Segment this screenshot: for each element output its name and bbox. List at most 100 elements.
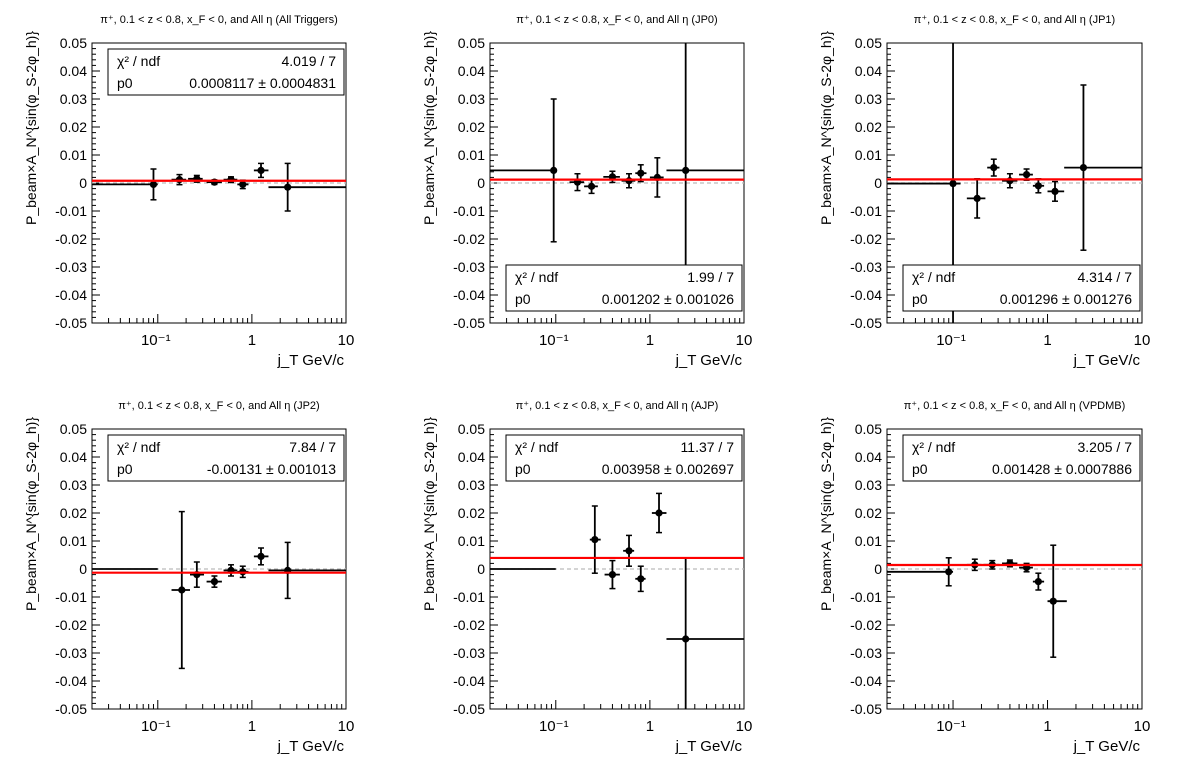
stats-value: 0.001428 ± 0.0007886 [992,461,1132,477]
y-tick-label: -0.02 [55,617,87,633]
y-tick-label: 0.03 [458,477,485,493]
y-tick-label: -0.03 [55,645,87,661]
data-point [253,547,269,566]
stats-label: χ² / ndf [515,269,558,285]
y-tick-label: -0.03 [453,259,485,275]
y-tick-label: 0.01 [458,533,485,549]
stats-box-frame [902,264,1141,312]
data-point [268,541,346,600]
x-axis-label: j_T GeV/c [1073,352,1141,369]
data-point [966,178,986,219]
y-tick-label: 0.02 [458,505,485,521]
data-point [651,492,667,534]
point-marker [625,547,633,555]
y-tick-label: -0.04 [850,287,882,303]
y-axis-label: P_beam×A_N^{sin(φ_S-2φ_h)} [818,417,834,611]
stats-value: 0.0008117 ± 0.0004831 [189,75,336,91]
data-point [569,173,585,192]
y-tick-label: -0.05 [850,701,882,717]
x-tick-label: 10⁻¹ [936,332,966,349]
y-tick-label: -0.04 [55,287,87,303]
stats-box: χ² / ndf 3.205 / 7 p0 0.001428 ± 0.0007886 [902,434,1141,482]
y-tick-label: -0.01 [55,203,87,219]
data-point [589,505,601,574]
stats-box-frame [107,434,345,482]
x-axis-label: j_T GeV/c [277,352,345,369]
point-marker [637,169,645,177]
y-tick-label: -0.04 [850,673,882,689]
stats-value: 3.205 / 7 [1078,439,1133,455]
data-point [1047,180,1065,202]
x-tick-label: 1 [646,332,654,349]
stats-label: χ² / ndf [515,439,558,455]
point-marker [949,179,957,188]
data-point [268,162,346,212]
y-tick-label: -0.05 [453,701,485,717]
y-tick-label: 0 [477,175,485,191]
point-marker [257,552,265,561]
point-marker [149,180,158,188]
point-marker [682,166,690,174]
chart-panel-6: π⁺, 0.1 < z < 0.8, x_F < 0, and All η (V… [818,400,1150,755]
y-tick-label: 0.04 [855,449,882,465]
stats-label: p0 [515,291,531,307]
stats-value: 0.003958 ± 0.002697 [602,461,734,477]
x-tick-label: 1 [248,332,256,349]
x-tick-label: 10 [736,718,753,735]
y-tick-label: 0.03 [855,91,882,107]
y-tick-label: 0 [79,561,87,577]
data-point [490,98,558,243]
y-tick-label: -0.03 [453,645,485,661]
stats-label: p0 [912,291,928,307]
y-tick-label: 0.05 [60,35,87,51]
y-tick-label: 0.03 [458,91,485,107]
point-marker [608,571,617,579]
point-marker [1079,164,1088,172]
stats-label: p0 [117,461,133,477]
data-point [1032,572,1045,591]
chart-title: π⁺, 0.1 < z < 0.8, x_F < 0, and All η (A… [100,14,337,26]
y-tick-label: 0.01 [60,147,87,163]
y-tick-label: -0.05 [55,701,87,717]
stats-value: 7.84 / 7 [289,439,336,455]
x-tick-label: 10⁻¹ [141,332,171,349]
point-marker [587,182,596,190]
y-tick-label: 0.02 [60,119,87,135]
stats-value: 4.314 / 7 [1078,269,1133,285]
point-marker [284,183,292,191]
data-point [603,170,620,184]
y-tick-label: 0.01 [458,147,485,163]
point-marker [257,166,265,174]
point-marker [973,194,981,202]
x-tick-label: 10 [736,332,753,349]
stats-box-frame [505,434,743,482]
y-tick-label: 0 [874,175,882,191]
x-tick-label: 10⁻¹ [141,718,171,735]
point-marker [1051,187,1059,195]
data-point [623,534,635,567]
y-tick-label: -0.01 [453,589,485,605]
y-axis-label: P_beam×A_N^{sin(φ_S-2φ_h)} [23,31,39,225]
y-tick-label: -0.03 [850,259,882,275]
x-tick-label: 10 [338,718,355,735]
stats-box-frame [107,48,345,96]
data-point [987,158,1000,177]
data-point [253,162,269,179]
x-tick-label: 10 [1134,332,1151,349]
stats-value: 0.001202 ± 0.001026 [602,291,734,307]
y-tick-label: -0.01 [850,203,882,219]
y-axis-label: P_beam×A_N^{sin(φ_S-2φ_h)} [421,417,437,611]
stats-box-frame [505,264,743,312]
x-axis-label: j_T GeV/c [1073,738,1141,755]
point-marker [1006,177,1014,185]
data-point [1032,178,1045,194]
point-marker [682,635,690,643]
data-point [635,565,646,593]
point-marker [1049,597,1057,605]
y-tick-label: -0.05 [55,315,87,331]
y-tick-label: -0.04 [453,287,485,303]
data-point [1047,544,1067,658]
y-tick-label: 0 [874,561,882,577]
y-tick-label: -0.03 [850,645,882,661]
